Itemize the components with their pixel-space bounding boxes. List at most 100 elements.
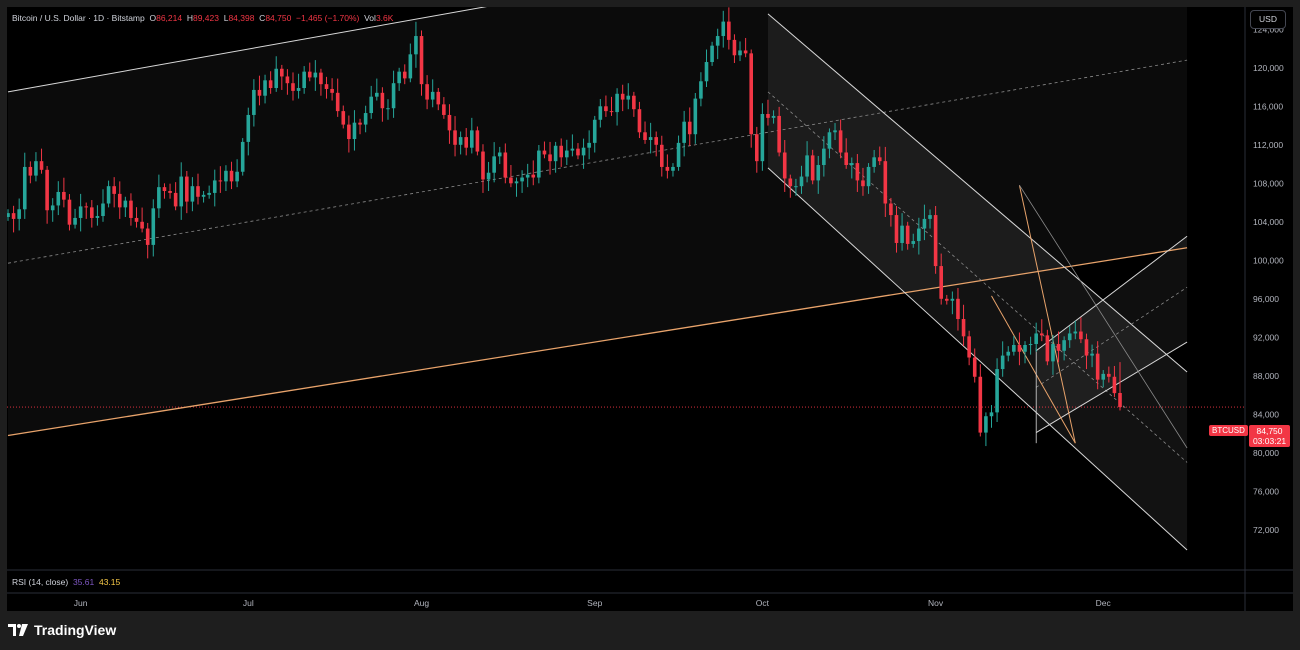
volume-label: Vol bbox=[364, 13, 376, 23]
candle-body bbox=[11, 213, 16, 219]
candle-body bbox=[620, 93, 625, 100]
candle-body bbox=[520, 177, 524, 182]
y-tick-label: 112,000 bbox=[1253, 140, 1283, 150]
open-value: 86,214 bbox=[156, 13, 183, 23]
candle-body bbox=[402, 71, 407, 79]
candle-body bbox=[436, 91, 441, 105]
candle-body bbox=[1028, 344, 1033, 346]
candle-body bbox=[732, 39, 737, 56]
candle-body bbox=[151, 208, 156, 245]
candle-body bbox=[900, 225, 904, 243]
candle-body bbox=[22, 166, 27, 210]
candle-body bbox=[827, 132, 832, 149]
candle-body bbox=[78, 206, 83, 218]
y-tick-label: 92,000 bbox=[1253, 332, 1279, 342]
rsi-legend[interactable]: RSI (14, close) 35.61 43.15 bbox=[12, 577, 120, 587]
y-tick-label: 96,000 bbox=[1253, 294, 1279, 304]
candle-body bbox=[246, 114, 251, 142]
candle-body bbox=[430, 91, 435, 100]
y-tick-label: 76,000 bbox=[1253, 486, 1279, 496]
candle-body bbox=[497, 152, 502, 157]
candle-body bbox=[313, 72, 318, 78]
y-tick-label: 124,000 bbox=[1253, 24, 1284, 34]
candle-body bbox=[989, 412, 994, 417]
small-channel-mid bbox=[1035, 286, 1188, 388]
candle-body bbox=[984, 416, 988, 433]
tradingview-logo[interactable]: TradingView bbox=[8, 622, 116, 638]
candle-body bbox=[481, 151, 485, 180]
candle-body bbox=[548, 154, 552, 162]
x-tick-label: Oct bbox=[756, 598, 770, 608]
candle-body bbox=[721, 21, 726, 37]
candle-body bbox=[358, 122, 362, 125]
candle-body bbox=[201, 194, 206, 197]
falling-channel-bottom bbox=[767, 167, 1188, 551]
candle-body bbox=[833, 130, 837, 133]
candle-body bbox=[190, 186, 195, 202]
candle-body bbox=[928, 215, 932, 219]
currency-button[interactable]: USD bbox=[1250, 10, 1286, 29]
candle-body bbox=[341, 111, 346, 125]
candle-body bbox=[1101, 373, 1106, 380]
candle-body bbox=[576, 148, 580, 156]
candle-body bbox=[710, 45, 714, 63]
candle-body bbox=[1023, 345, 1027, 352]
candle-body bbox=[240, 141, 245, 172]
x-tick-label: Nov bbox=[928, 598, 944, 608]
candle-body bbox=[565, 150, 569, 158]
candle-body bbox=[542, 150, 547, 155]
candle-body bbox=[537, 150, 541, 178]
candle-body bbox=[598, 106, 603, 120]
candle-body bbox=[587, 142, 591, 148]
candle-body bbox=[822, 148, 826, 166]
tradingview-logo-icon bbox=[8, 624, 28, 636]
candle-body bbox=[380, 92, 385, 109]
candle-body bbox=[39, 161, 44, 170]
close-label: C bbox=[259, 13, 266, 23]
low-value: 84,398 bbox=[228, 13, 255, 23]
candle-body bbox=[889, 203, 893, 216]
volume-value: 3.6K bbox=[375, 13, 394, 23]
candle-body bbox=[7, 213, 10, 217]
price-tag-box: 84,750 03:03:21 bbox=[1249, 425, 1290, 447]
candle-body bbox=[849, 163, 854, 166]
candle-body bbox=[917, 228, 921, 242]
candle-body bbox=[330, 88, 334, 93]
y-tick-label: 104,000 bbox=[1253, 217, 1284, 227]
rsi-value: 35.61 bbox=[72, 577, 95, 587]
candle-body bbox=[643, 132, 647, 140]
candle-body bbox=[229, 170, 234, 182]
candle-body bbox=[967, 336, 971, 358]
candle-body bbox=[1062, 340, 1066, 351]
candle-body bbox=[168, 191, 172, 193]
x-tick-label: Dec bbox=[1096, 598, 1112, 608]
candle-body bbox=[106, 186, 111, 204]
candle-body bbox=[112, 186, 116, 194]
candle-body bbox=[676, 142, 681, 167]
chart-frame[interactable]: 124,000 120,000 116,000 112,000 108,000 104,0… bbox=[7, 7, 1293, 611]
rising-channel-fill bbox=[8, 7, 1188, 436]
candle-body bbox=[632, 95, 636, 110]
candle-body bbox=[810, 155, 815, 181]
candle-body bbox=[73, 217, 77, 225]
candle-body bbox=[956, 298, 960, 320]
candle-body bbox=[1017, 345, 1022, 352]
candle-body bbox=[794, 186, 798, 188]
candle-body bbox=[173, 192, 178, 207]
candle-body bbox=[1006, 351, 1011, 356]
candle-body bbox=[363, 113, 368, 125]
candle-body bbox=[319, 72, 323, 85]
candle-body bbox=[559, 145, 564, 158]
candle-body bbox=[995, 369, 999, 413]
y-tick-label: 120,000 bbox=[1253, 63, 1284, 73]
candle-body bbox=[665, 166, 670, 171]
candle-body bbox=[509, 177, 513, 184]
candle-body bbox=[185, 176, 189, 202]
falling-channel-top bbox=[767, 13, 1188, 373]
candle-body bbox=[972, 357, 977, 377]
candle-body bbox=[659, 144, 664, 167]
candle-body bbox=[911, 241, 916, 244]
candle-body bbox=[604, 106, 608, 112]
candle-body bbox=[386, 108, 390, 110]
price-chart[interactable]: 124,000 120,000 116,000 112,000 108,000 104,0… bbox=[7, 7, 1293, 611]
